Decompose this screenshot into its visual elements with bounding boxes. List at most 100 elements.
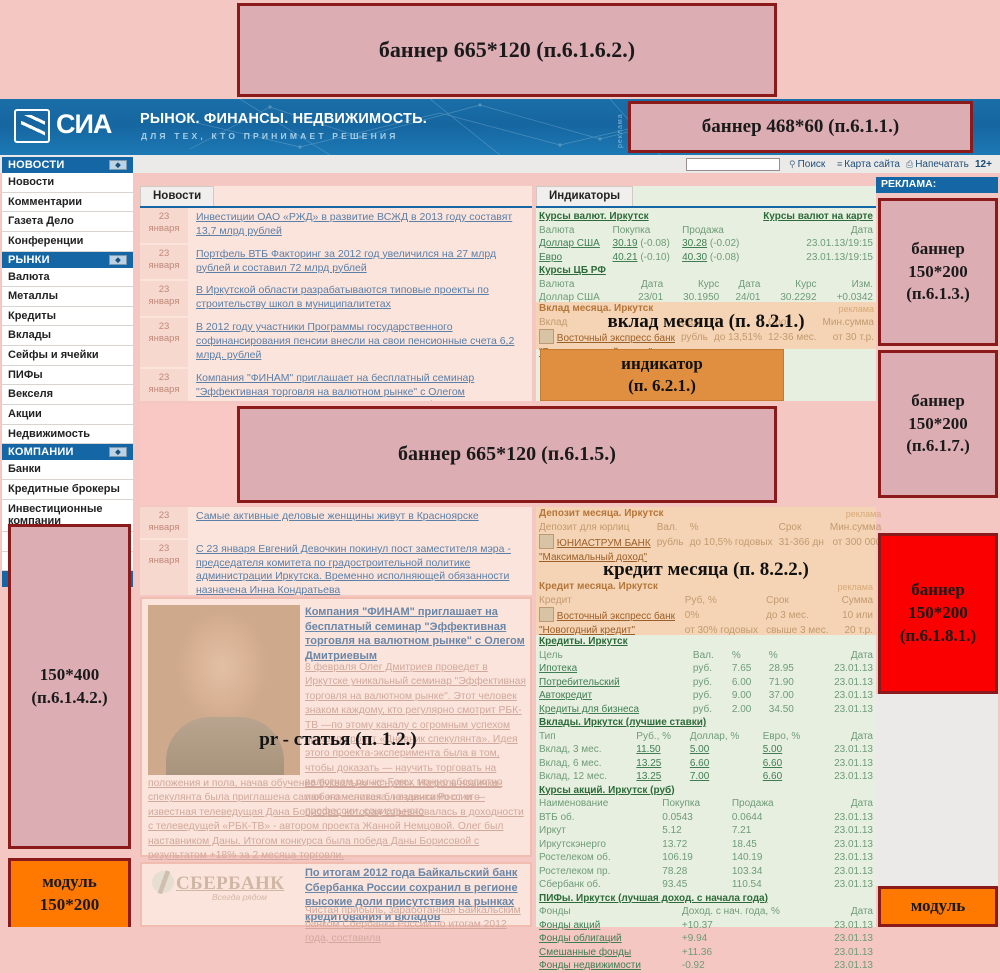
sidebar-item-kredity[interactable]: Кредиты bbox=[2, 306, 133, 327]
sberbank-logo[interactable]: СБЕРБАНК bbox=[150, 870, 300, 895]
collapse-toggle-icon[interactable]: ◆ bbox=[109, 254, 127, 265]
sidebar-item-pify[interactable]: ПИФы bbox=[2, 365, 133, 386]
fund-name[interactable]: Фонды облигаций bbox=[539, 933, 622, 944]
fx-buy[interactable]: 40.21 bbox=[612, 251, 638, 263]
news-title-link[interactable]: Самые активные деловые женщины живут в К… bbox=[196, 510, 479, 522]
sidebar-item-banki[interactable]: Банки bbox=[2, 460, 133, 480]
sidebar-item-metally[interactable]: Металлы bbox=[2, 287, 133, 307]
stocks-title[interactable]: Курсы акций. Иркутск (руб) bbox=[539, 784, 675, 796]
fx-sell[interactable]: 40.30 bbox=[682, 251, 708, 263]
deposits-title[interactable]: Вклады. Иркутск (лучшие ставки) bbox=[539, 717, 707, 728]
module-150x200-left[interactable]: модуль 150*200 bbox=[8, 858, 131, 927]
sidebar-item-akcii[interactable]: Акции bbox=[2, 405, 133, 425]
deposit-bank-cell[interactable]: ЮНИАСТРУМ БАНК bbox=[536, 534, 654, 551]
news-title-link[interactable]: В Иркутской области разрабатываются типо… bbox=[196, 284, 489, 311]
credit-bank-cell[interactable]: Восточный экспресс банк bbox=[536, 607, 682, 624]
tab-underline bbox=[140, 206, 532, 208]
sidebar-item-nedvizhimost[interactable]: Недвижимость bbox=[2, 424, 133, 445]
vklad-bank[interactable]: Восточный экспресс банк bbox=[556, 333, 675, 344]
sberbank-title-link[interactable]: По итогам 2012 года Байкальский банк Сбе… bbox=[305, 867, 518, 923]
credit-name[interactable]: Автокредит bbox=[539, 690, 593, 701]
fund-name[interactable]: Фонды недвижимости bbox=[539, 960, 641, 971]
news-item[interactable]: 23 января Самые активные деловые женщины… bbox=[140, 507, 532, 540]
dep-usd[interactable]: 5.00 bbox=[689, 744, 710, 755]
dep-usd[interactable]: 7.00 bbox=[689, 771, 710, 782]
fx-buy[interactable]: 30.19 bbox=[612, 238, 638, 249]
sidebar-item-gazeta-delo[interactable]: Газета Дело bbox=[2, 212, 133, 232]
banner-150x200-right-2[interactable]: баннер 150*200 (п.6.1.7.) bbox=[878, 350, 998, 498]
fx-sell[interactable]: 30.28 bbox=[682, 238, 708, 249]
news-title-link[interactable]: Инвестиции ОАО «РЖД» в развитие ВСЖД в 2… bbox=[196, 211, 513, 237]
credit-name[interactable]: Потребительский bbox=[539, 676, 620, 688]
dep-rub[interactable]: 13.25 bbox=[636, 757, 662, 769]
print-link[interactable]: ⎙ Напечатать bbox=[906, 159, 969, 170]
sidebar-item-valuta[interactable]: Валюта bbox=[2, 267, 133, 288]
dep-eur[interactable]: 6.60 bbox=[762, 771, 783, 782]
news-title-link[interactable]: Портфель ВТБ Факторинг за 2012 год увели… bbox=[196, 247, 497, 274]
search-input[interactable] bbox=[686, 158, 780, 171]
sitemap-link[interactable]: ≡ Карта сайта bbox=[837, 159, 900, 170]
banner-665x120-mid[interactable]: баннер 665*120 (п.6.1.5.) bbox=[237, 406, 777, 503]
fx-map-link[interactable]: Курсы валют на карте bbox=[763, 211, 873, 222]
table-section-row: Вклад месяца. Иркутск реклама bbox=[536, 302, 877, 316]
news-item[interactable]: 23 января В 2012 году участники Программ… bbox=[140, 318, 532, 369]
col-credit: Кредит bbox=[539, 594, 572, 606]
module-right[interactable]: модуль bbox=[878, 886, 998, 927]
sidebar-item-kreditnye-brokery[interactable]: Кредитные брокеры bbox=[2, 479, 133, 500]
fx-name[interactable]: Доллар США bbox=[539, 238, 600, 249]
banner-468x60[interactable]: баннер 468*60 (п.6.1.1.) bbox=[628, 101, 973, 153]
tab-indicators[interactable]: Индикаторы bbox=[536, 186, 634, 206]
funds-title[interactable]: ПИФы. Иркутск (лучшая доход. с начала го… bbox=[539, 892, 768, 904]
dep-rub[interactable]: 11.50 bbox=[636, 744, 661, 755]
sidebar-item-vklady[interactable]: Вклады bbox=[2, 326, 133, 347]
sidebar-item-konferencii[interactable]: Конференции bbox=[2, 231, 133, 252]
indicator-promo-block[interactable]: индикатор (п. 6.2.1.) bbox=[540, 349, 784, 401]
sidebar-item-vekselya[interactable]: Векселя bbox=[2, 385, 133, 406]
sidebar-item-novosti[interactable]: Новости bbox=[2, 173, 133, 193]
dep-rub[interactable]: 13.25 bbox=[636, 771, 662, 782]
pr-article-title-link[interactable]: Компания "ФИНАМ" приглашает на бесплатны… bbox=[305, 606, 525, 662]
table-header-row: Наименование Покупка Продажа Дата bbox=[536, 797, 876, 811]
news-title-link[interactable]: В 2012 году участники Программы государс… bbox=[196, 321, 515, 361]
news-item[interactable]: 23 января Компания "ФИНАМ" приглашает на… bbox=[140, 368, 532, 401]
logo-text[interactable]: СИА bbox=[56, 109, 112, 139]
credit-product[interactable]: "Новогодний кредит" bbox=[539, 624, 636, 636]
sidebar-group-companies[interactable]: КОМПАНИИ ◆ bbox=[2, 444, 133, 461]
dep-eur[interactable]: 6.60 bbox=[762, 757, 783, 769]
sia-logo-icon[interactable] bbox=[14, 109, 50, 143]
sidebar-group-markets[interactable]: РЫНКИ ◆ bbox=[2, 251, 133, 268]
credit-bank[interactable]: Восточный экспресс банк bbox=[556, 611, 675, 622]
sberbank-article-block: СБЕРБАНК Всегда рядом По итогам 2012 год… bbox=[140, 862, 532, 944]
search-button[interactable]: ⚲ Поиск bbox=[789, 159, 825, 170]
sidebar-group-news[interactable]: НОВОСТИ ◆ bbox=[2, 157, 133, 173]
news-item[interactable]: 23 января В Иркутской области разрабатыв… bbox=[140, 281, 532, 319]
banner-150x400-left[interactable]: 150*400 (п.6.1.4.2.) bbox=[8, 524, 131, 849]
credit-p1: 6.00 bbox=[731, 676, 752, 688]
news-item[interactable]: 23 января Портфель ВТБ Факторинг за 2012… bbox=[140, 244, 532, 282]
cb-title[interactable]: Курсы ЦБ РФ bbox=[539, 265, 606, 276]
sidebar-item-seify[interactable]: Сейфы и ячейки bbox=[2, 346, 133, 366]
news-title-link[interactable]: Компания "ФИНАМ" приглашает на бесплатны… bbox=[196, 371, 475, 401]
collapse-toggle-icon[interactable]: ◆ bbox=[109, 160, 127, 170]
fx-sell-cell: 40.30 (-0.08) bbox=[679, 251, 749, 265]
credit-name[interactable]: Ипотека bbox=[539, 663, 578, 674]
credit-name[interactable]: Кредиты для бизнеса bbox=[539, 703, 640, 715]
credits-title[interactable]: Кредиты. Иркутск bbox=[539, 636, 628, 647]
news-title-link[interactable]: С 23 января Евгений Девочкин покинул пос… bbox=[196, 542, 511, 595]
sidebar-item-kommentarii[interactable]: Комментарии bbox=[2, 192, 133, 213]
news-item[interactable]: 23 января Инвестиции ОАО «РЖД» в развити… bbox=[140, 208, 532, 245]
dep-usd[interactable]: 6.60 bbox=[689, 757, 710, 769]
fx-name[interactable]: Евро bbox=[539, 251, 563, 263]
news-item[interactable]: 23 января С 23 января Евгений Девочкин п… bbox=[140, 539, 532, 595]
deposit-product[interactable]: "Максимальный доход" bbox=[539, 551, 648, 563]
vklad-bank-cell[interactable]: Восточный экспресс банк bbox=[536, 329, 678, 346]
banner-665x120-top[interactable]: баннер 665*120 (п.6.1.6.2.) bbox=[237, 3, 777, 97]
banner-150x200-right-3[interactable]: баннер 150*200 (п.6.1.8.1.) bbox=[878, 533, 998, 694]
banner-150x200-right-1[interactable]: баннер 150*200 (п.6.1.3.) bbox=[878, 198, 998, 346]
tab-news[interactable]: Новости bbox=[140, 186, 215, 206]
deposit-bank[interactable]: ЮНИАСТРУМ БАНК bbox=[556, 538, 651, 549]
collapse-toggle-icon[interactable]: ◆ bbox=[109, 447, 127, 458]
fund-name[interactable]: Смешанные фонды bbox=[539, 946, 632, 958]
dep-eur[interactable]: 5.00 bbox=[762, 744, 783, 755]
fund-name[interactable]: Фонды акций bbox=[539, 919, 601, 931]
